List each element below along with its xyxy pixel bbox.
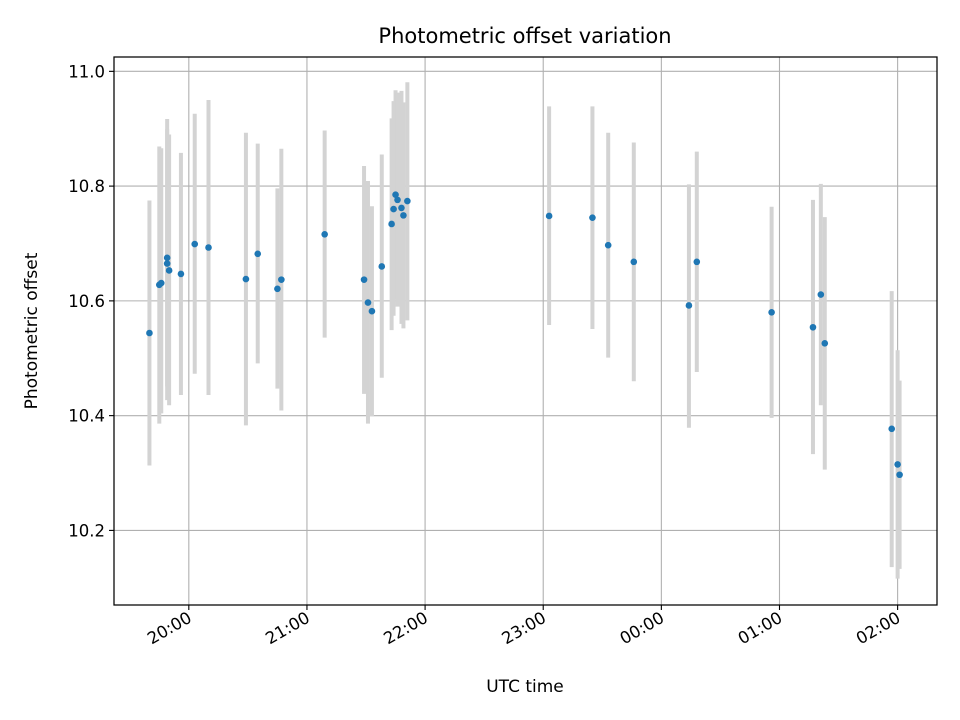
data-point — [894, 461, 901, 468]
y-axis-label: Photometric offset — [22, 252, 42, 409]
data-point — [378, 263, 386, 270]
chart-title: Photometric offset variation — [378, 24, 671, 48]
data-point — [205, 244, 212, 251]
data-point — [545, 212, 553, 220]
y-tick-label: 10.2 — [68, 521, 105, 540]
data-point — [146, 329, 153, 337]
y-tick-label: 10.4 — [68, 407, 105, 426]
data-point — [157, 279, 165, 287]
data-point — [693, 258, 701, 266]
data-point — [360, 276, 368, 283]
x-axis-label: UTC time — [486, 677, 564, 697]
data-point — [404, 197, 411, 205]
data-point — [392, 191, 399, 199]
data-point — [388, 220, 395, 228]
y-tick-label: 10.8 — [68, 177, 105, 196]
data-point — [604, 241, 612, 249]
data-point — [368, 307, 376, 315]
plot-frame — [113, 56, 938, 606]
data-point — [768, 309, 775, 316]
y-tick-label: 10.6 — [68, 292, 105, 311]
data-point — [888, 425, 896, 433]
data-point — [278, 276, 285, 283]
y-axis-ticks: 10.2 10.4 10.6 10.8 11.0 — [68, 62, 114, 540]
data-point — [321, 231, 328, 238]
data-point — [589, 214, 596, 221]
data-point — [809, 323, 817, 331]
data-point — [177, 270, 185, 278]
data-point — [821, 340, 829, 347]
data-point — [242, 275, 250, 283]
data-point — [191, 240, 199, 248]
data-point — [817, 291, 825, 298]
data-point — [274, 285, 281, 293]
data-point — [165, 267, 173, 274]
data-point — [685, 302, 693, 309]
data-point — [398, 204, 405, 212]
data-point — [394, 196, 401, 204]
data-point — [896, 471, 903, 479]
data-point — [364, 299, 372, 306]
data-point — [400, 212, 407, 219]
data-point — [163, 260, 171, 267]
data-point — [163, 254, 171, 262]
data-points — [146, 191, 903, 479]
data-point — [630, 258, 638, 266]
data-point — [254, 250, 262, 258]
data-point — [390, 205, 397, 213]
y-tick-label: 11.0 — [68, 62, 105, 81]
plot-area — [114, 57, 937, 605]
